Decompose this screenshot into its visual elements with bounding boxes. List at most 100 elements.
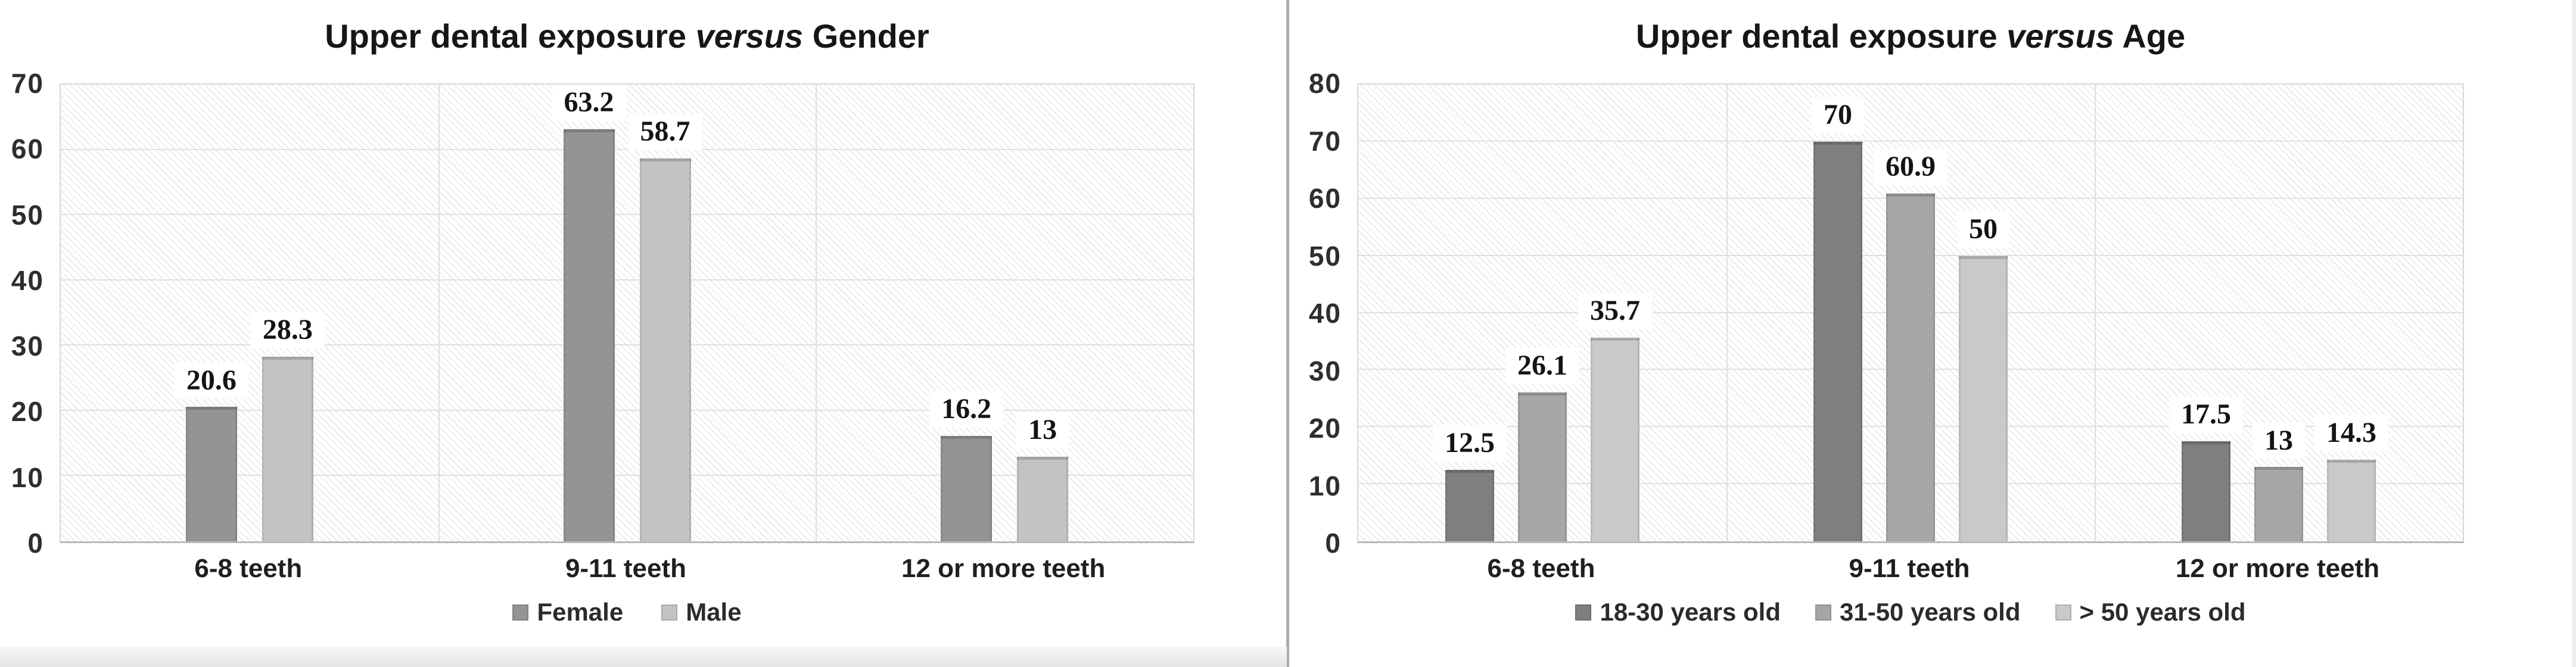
bar->-50-years-old [2327, 459, 2376, 541]
bar-31-50-years-old [1518, 392, 1567, 541]
x-axis-category-label: 12 or more teeth [901, 554, 1106, 583]
page-bottom-edge [0, 647, 1287, 667]
chart-title-text: Gender [803, 17, 929, 55]
bar-value-label: 13 [2253, 422, 2305, 459]
gridline [61, 344, 1193, 346]
bar-value-label: 13 [1016, 412, 1069, 448]
y-axis-tick-label: 40 [11, 264, 44, 296]
y-axis-tick-label: 60 [11, 133, 44, 165]
legend-swatch [1575, 604, 1592, 621]
legend-swatch [661, 604, 678, 621]
x-axis-category-label: 6-8 teeth [1487, 554, 1595, 583]
chart-title-text: Age [2114, 17, 2186, 55]
y-axis-tick-label: 10 [1308, 470, 1342, 501]
chart-title-italic-word: versus [695, 17, 804, 55]
x-axis-category-label: 9-11 teeth [1849, 554, 1970, 583]
y-axis-labels: 0 10 20 30 40 50 60 70 80 [1290, 68, 1342, 559]
category-separator-gridline [1726, 85, 1728, 541]
legend: 18-30 years old 31-50 years old > 50 years… [1357, 598, 2464, 627]
bar-value-label: 20.6 [174, 362, 248, 399]
gridline [1358, 140, 2463, 142]
legend-label: 18-30 years old [1600, 598, 1781, 626]
x-axis-labels: 6-8 teeth 9-11 teeth 12 or more teeth [60, 554, 1194, 590]
gridline [61, 409, 1193, 411]
y-axis-tick-label: 20 [1308, 413, 1342, 444]
x-axis-category-label: 6-8 teeth [194, 554, 303, 583]
legend-item: Male [661, 598, 742, 627]
chart-title-italic-word: versus [2006, 17, 2114, 55]
bar-value-label: 60.9 [1874, 149, 1947, 186]
bar-Female [185, 407, 237, 541]
category-separator-gridline [816, 85, 817, 541]
page-right-edge [2572, 0, 2576, 667]
legend: Female Male [60, 598, 1194, 627]
plot-area: 12.5 26.1 35.7 70 60.9 50 17.5 13 14.3 [1357, 83, 2464, 543]
legend-item: 18-30 years old [1575, 598, 1781, 627]
bar-value-label: 70 [1812, 97, 1864, 133]
gender-chart-panel: Upper dental exposure versus Gender 0 10 2… [0, 0, 1287, 667]
bar-value-label: 63.2 [552, 84, 626, 121]
legend-swatch [1815, 604, 1831, 621]
bar-value-label: 12.5 [1433, 425, 1507, 462]
chart-title-text: Upper dental exposure [1635, 17, 2007, 55]
bar-18-30-years-old [2182, 441, 2230, 541]
y-axis-tick-label: 30 [11, 331, 44, 362]
category-separator-gridline [2094, 85, 2096, 541]
bar-31-50-years-old [2254, 467, 2303, 541]
y-axis-tick-label: 0 [1325, 528, 1342, 559]
y-axis-labels: 0 10 20 30 40 50 60 70 [0, 68, 44, 559]
legend-item: > 50 years old [2055, 598, 2246, 627]
gridline [61, 475, 1193, 476]
bar-value-label: 16.2 [929, 391, 1004, 428]
x-axis-category-label: 12 or more teeth [2175, 554, 2380, 583]
x-axis-labels: 6-8 teeth 9-11 teeth 12 or more teeth [1357, 554, 2464, 590]
category-separator-gridline [438, 85, 440, 541]
y-axis-tick-label: 40 [1308, 298, 1342, 329]
bar-31-50-years-old [1886, 194, 1935, 541]
legend-swatch [2055, 604, 2071, 621]
bar-value-label: 17.5 [2169, 397, 2243, 434]
chart-title-gender: Upper dental exposure versus Gender [60, 17, 1194, 64]
bar-value-label: 28.3 [250, 312, 325, 348]
bar->-50-years-old [1591, 337, 1639, 541]
legend-item: 31-50 years old [1815, 598, 2021, 627]
age-chart-panel: Upper dental exposure versus Age 0 10 20 30… [1290, 0, 2576, 667]
chart-title-age: Upper dental exposure versus Age [1357, 17, 2464, 64]
legend-item: Female [512, 598, 623, 627]
legend-label: 31-50 years old [1839, 598, 2021, 626]
gridline [61, 214, 1193, 216]
bar-value-label: 14.3 [2314, 415, 2388, 451]
bar-value-label: 50 [1957, 211, 2009, 248]
y-axis-tick-label: 10 [11, 462, 44, 493]
bar-Female [563, 129, 615, 541]
y-axis-tick-label: 70 [11, 68, 44, 99]
bar-18-30-years-old [1445, 470, 1494, 541]
bar-Male [262, 356, 313, 541]
y-axis-tick-label: 70 [1308, 125, 1342, 157]
bar-value-label: 58.7 [628, 114, 702, 150]
gridline [61, 148, 1193, 150]
bar-Male [639, 158, 691, 541]
x-axis-category-label: 9-11 teeth [565, 554, 686, 583]
chart-title-text: Upper dental exposure [325, 17, 696, 55]
y-axis-tick-label: 50 [1308, 240, 1342, 272]
panel-divider-line [1286, 0, 1289, 667]
bar->-50-years-old [1959, 255, 2008, 541]
bar-Male [1017, 456, 1069, 541]
plot-area: 20.6 28.3 63.2 58.7 16.2 13 [60, 83, 1194, 543]
bar-value-label: 35.7 [1578, 292, 1652, 329]
legend-swatch [512, 604, 529, 621]
y-axis-tick-label: 30 [1308, 355, 1342, 387]
legend-label: Male [686, 598, 742, 626]
bar-Female [941, 435, 993, 541]
legend-label: > 50 years old [2079, 598, 2246, 626]
y-axis-tick-label: 20 [11, 396, 44, 428]
gridline [61, 279, 1193, 280]
y-axis-tick-label: 0 [27, 528, 44, 559]
y-axis-tick-label: 50 [11, 199, 44, 230]
y-axis-tick-label: 80 [1308, 68, 1342, 99]
y-axis-tick-label: 60 [1308, 183, 1342, 214]
bar-18-30-years-old [1813, 141, 1862, 541]
bar-value-label: 26.1 [1505, 347, 1579, 384]
